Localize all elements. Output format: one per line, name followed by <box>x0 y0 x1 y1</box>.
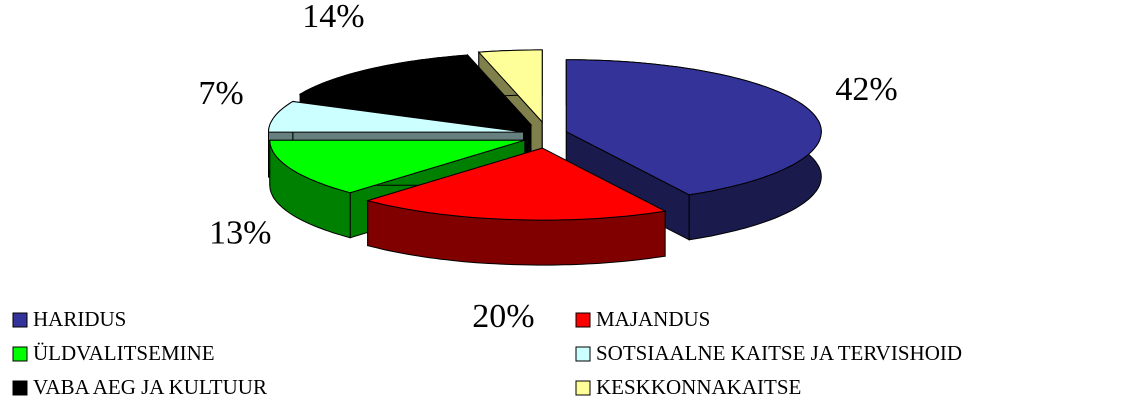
legend-label: HARIDUS <box>33 307 126 331</box>
data-label: 4% <box>481 0 526 4</box>
slice <box>477 49 543 124</box>
legend-swatch <box>12 312 28 328</box>
legend-label: MAJANDUS <box>596 307 710 331</box>
data-label: 14% <box>302 0 364 35</box>
data-label: 42% <box>835 71 897 108</box>
slice <box>267 100 524 133</box>
legend-swatch <box>575 346 591 362</box>
data-label: 20% <box>472 298 534 335</box>
legend-label: KESKKONNAKAITSE <box>596 375 801 399</box>
legend-swatch <box>575 380 591 396</box>
slice <box>365 147 667 221</box>
slice <box>565 59 822 196</box>
legend-swatch <box>12 346 28 362</box>
slice <box>298 54 533 126</box>
legend-swatch <box>575 312 591 328</box>
legend-label: SOTSIAALNE KAITSE JA TERVISHOID <box>596 341 962 365</box>
legend-swatch <box>12 380 28 396</box>
data-label: 13% <box>209 214 271 251</box>
data-label: 7% <box>198 75 243 112</box>
legend-label: ÜLDVALITSEMINE <box>33 341 215 365</box>
legend-label: VABA AEG JA KULTUUR <box>33 375 267 399</box>
slice <box>269 139 525 194</box>
